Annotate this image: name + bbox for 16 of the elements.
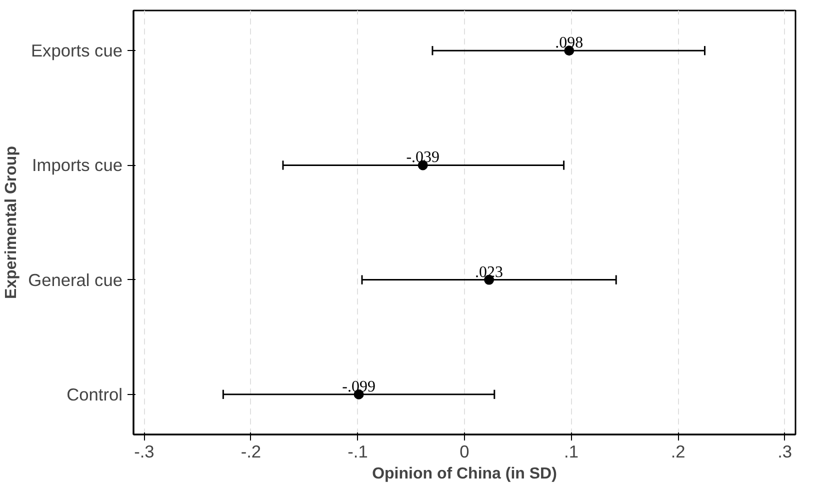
data-label: -.039	[406, 149, 440, 166]
y-tick-label: Imports cue	[32, 155, 123, 176]
x-axis-title: Opinion of China (in SD)	[372, 466, 557, 482]
data-label: -.099	[342, 378, 376, 396]
x-tick-label: .2	[670, 442, 686, 462]
x-tick-label: -.3	[134, 442, 154, 462]
x-tick-label: .1	[564, 442, 578, 462]
y-tick-label: General cue	[28, 270, 123, 290]
x-tick-label: -.2	[240, 442, 262, 462]
y-tick-label: Control	[66, 384, 123, 404]
x-tick-label: .3	[778, 442, 792, 462]
x-tick-label: -.1	[348, 442, 368, 462]
y-tick-label: Exports cue	[31, 40, 123, 61]
data-label: .098	[555, 34, 584, 52]
x-tick-label: 0	[460, 442, 470, 462]
y-axis-title: Experimental Group	[3, 146, 20, 299]
